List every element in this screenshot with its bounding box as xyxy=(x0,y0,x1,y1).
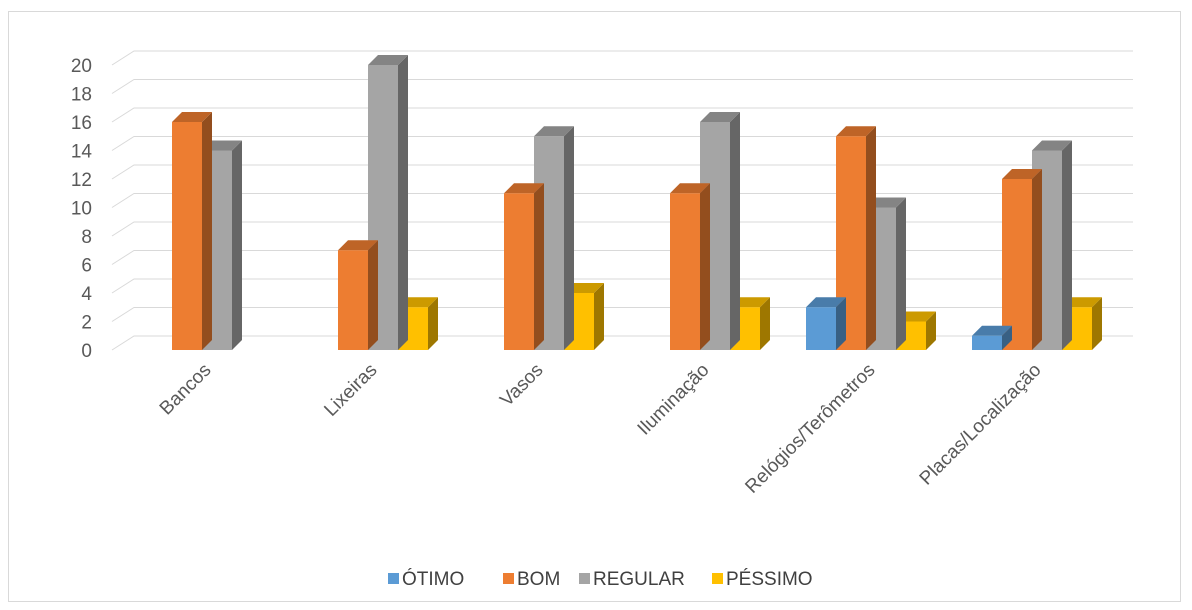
legend-swatch xyxy=(388,573,399,584)
gridline xyxy=(111,50,1133,66)
y-tick-label: 0 xyxy=(81,341,92,362)
gridline xyxy=(111,278,1133,294)
bars xyxy=(172,55,1102,350)
bar-bom-1 xyxy=(172,112,212,350)
bar-bom-4 xyxy=(670,183,710,350)
bar-ótimo-5 xyxy=(806,297,846,350)
bar-bom-2 xyxy=(338,240,378,350)
legend-item-bom: BOM xyxy=(503,569,560,590)
bar-bom-3 xyxy=(504,183,544,350)
y-tick-label: 6 xyxy=(81,256,92,277)
gridline xyxy=(111,79,1133,94)
legend-item-ótimo: ÓTIMO xyxy=(388,568,464,590)
gridline xyxy=(111,250,1133,265)
x-category-label: Relógios/Terômetros xyxy=(741,360,879,498)
bar-ótimo-6 xyxy=(972,325,1012,350)
gridline xyxy=(111,164,1133,180)
y-tick-label: 12 xyxy=(71,170,92,191)
legend-label: PÉSSIMO xyxy=(726,569,813,590)
legend-label: BOM xyxy=(517,569,560,590)
gridline xyxy=(111,335,1133,351)
gridlines xyxy=(111,50,1133,351)
y-tick-label: 14 xyxy=(71,142,93,163)
legend-swatch xyxy=(503,573,514,584)
y-tick-label: 20 xyxy=(71,56,92,77)
x-category-label: Iluminação xyxy=(634,360,714,440)
legend-label: REGULAR xyxy=(593,569,685,590)
y-tick-label: 16 xyxy=(71,113,92,134)
y-tick-label: 4 xyxy=(81,284,92,305)
gridline xyxy=(111,136,1133,151)
bar-regular-2 xyxy=(368,55,408,350)
y-tick-label: 8 xyxy=(81,227,92,248)
y-axis-ticks: 0 2 4 6 8 10 12 14 16 18 20 xyxy=(71,56,93,362)
gridline xyxy=(111,221,1133,237)
legend-item-péssimo: PÉSSIMO xyxy=(712,569,813,590)
gridline xyxy=(111,107,1133,123)
gridline xyxy=(111,193,1133,208)
x-category-label: Placas/Localização xyxy=(916,360,1046,490)
x-category-label: Vasos xyxy=(496,360,547,411)
y-tick-label: 2 xyxy=(81,313,92,334)
x-category-label: Bancos xyxy=(156,360,216,420)
legend-item-regular: REGULAR xyxy=(579,569,685,590)
legend: ÓTIMO BOM REGULAR PÉSSIMO xyxy=(388,568,813,590)
y-tick-label: 18 xyxy=(71,85,92,106)
x-axis-categories: Bancos Lixeiras Vasos Iluminação Relógios/Te… xyxy=(156,360,1046,498)
legend-swatch xyxy=(712,573,723,584)
bar-bom-6 xyxy=(1002,169,1042,350)
y-tick-label: 10 xyxy=(71,199,92,220)
gridline xyxy=(111,307,1133,322)
legend-swatch xyxy=(579,573,590,584)
x-category-label: Lixeiras xyxy=(320,360,381,421)
legend-label: ÓTIMO xyxy=(402,568,464,590)
